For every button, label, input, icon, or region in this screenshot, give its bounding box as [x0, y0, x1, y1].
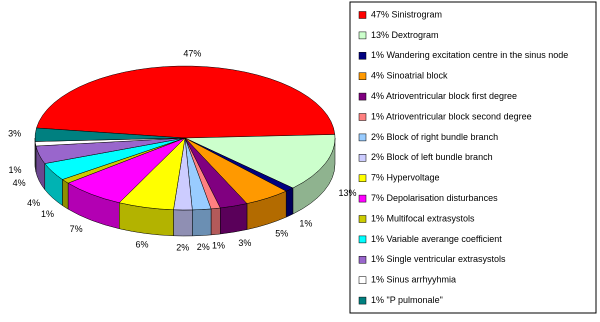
legend-swatch — [359, 32, 366, 39]
legend-label: 13% Dextrogram — [371, 30, 439, 40]
slice-side — [62, 180, 68, 210]
slice-side — [173, 210, 192, 236]
legend-label: 2% Block of left bundle branch — [371, 152, 493, 162]
legend-swatch — [359, 216, 366, 223]
data-label: 7% — [70, 224, 83, 234]
data-label: 4% — [27, 198, 40, 208]
legend-label: 1% Sinus arrhyyhmia — [371, 275, 456, 285]
legend-swatch — [359, 154, 366, 161]
legend-swatch — [359, 297, 366, 304]
data-label: 47% — [183, 48, 201, 58]
data-label: 1% — [9, 165, 22, 175]
legend-label: 1% Multifocal extrasystols — [371, 213, 475, 223]
legend-swatch — [359, 236, 366, 243]
data-label: 3% — [238, 238, 251, 248]
slice-side — [192, 209, 211, 236]
legend-swatch — [359, 256, 366, 263]
data-label: 2% — [176, 242, 189, 252]
legend-label: 1% Wandering excitation centre in the si… — [371, 50, 568, 60]
data-label: 3% — [8, 129, 21, 139]
data-label: 13% — [339, 188, 357, 198]
legend-label: 1% Single ventricular extrasystols — [371, 254, 506, 264]
slice — [36, 66, 334, 138]
legend-swatch — [359, 134, 366, 141]
legend-label: 1% "P pulmonale" — [371, 295, 443, 305]
data-label: 4% — [13, 178, 26, 188]
data-label: 1% — [41, 209, 54, 219]
data-label: 1% — [212, 241, 225, 251]
legend-swatch — [359, 52, 366, 59]
legend-swatch — [359, 195, 366, 202]
legend-label: 47% Sinistrogram — [371, 9, 442, 19]
legend-label: 4% Sinoatrial block — [371, 71, 448, 81]
legend-label: 2% Block of right bundle branch — [371, 132, 498, 142]
legend-label: 7% Depolarisation disturbances — [371, 193, 498, 203]
legend-swatch — [359, 175, 366, 182]
slice-side — [286, 188, 293, 217]
data-label: 6% — [135, 239, 148, 249]
legend-swatch — [359, 12, 366, 19]
data-label: 2% — [197, 242, 210, 252]
slice-side — [211, 208, 220, 235]
legend-label: 7% Hypervoltage — [371, 173, 440, 183]
legend-swatch — [359, 114, 366, 121]
data-label: 1% — [299, 219, 312, 229]
data-label: 5% — [275, 229, 288, 239]
legend-label: 4% Atrioventricular block first degree — [371, 91, 517, 101]
legend-label: 1% Variable averange coefficient — [371, 234, 502, 244]
legend-swatch — [359, 277, 366, 284]
legend-swatch — [359, 93, 366, 100]
legend-label: 1% Atrioventricular block second degree — [371, 111, 532, 121]
slice-side — [220, 204, 247, 234]
legend-swatch — [359, 73, 366, 80]
